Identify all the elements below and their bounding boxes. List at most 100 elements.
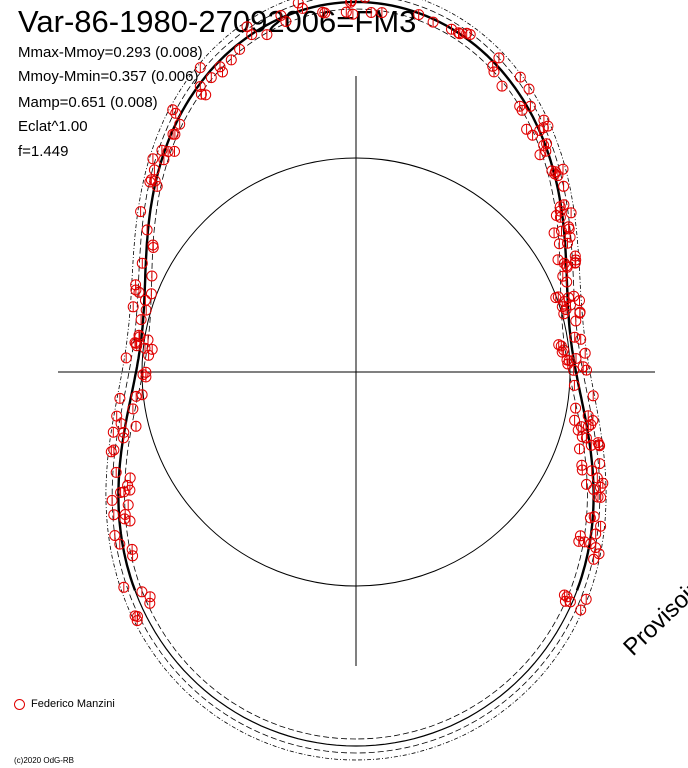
observation-point — [561, 591, 573, 603]
observation-point — [147, 153, 159, 165]
observation-point — [130, 279, 142, 291]
observation-point — [145, 288, 157, 300]
observation-point — [574, 295, 585, 307]
observation-point — [493, 52, 505, 64]
observation-point — [563, 223, 575, 235]
observation-point — [540, 145, 552, 157]
observation-point — [579, 536, 591, 548]
observation-point — [570, 254, 582, 266]
legend-marker-circle-icon — [14, 698, 25, 710]
observation-point — [108, 509, 120, 521]
observation-point — [124, 472, 136, 484]
observation-point — [292, 0, 304, 9]
observation-point — [169, 145, 180, 157]
observation-point — [135, 314, 147, 326]
observation-point — [340, 6, 352, 18]
observation-point — [124, 515, 136, 527]
observation-point — [347, 8, 359, 20]
stat-eclat: Eclat^1.00 — [18, 118, 88, 135]
observation-point — [488, 66, 500, 78]
observation-point — [105, 446, 117, 458]
observation-point — [527, 129, 539, 141]
observation-point — [132, 611, 143, 622]
observation-point — [563, 355, 575, 367]
observation-point — [514, 71, 526, 83]
observation-point — [345, 0, 357, 8]
observation-point — [548, 227, 560, 239]
observation-point — [570, 402, 582, 414]
observation-point — [554, 211, 566, 223]
legend-label: Federico Manzini — [31, 698, 115, 710]
stat-mmoy-mmin: Mmoy-Mmin=0.357 (0.006) — [18, 68, 199, 85]
observation-point — [234, 43, 246, 55]
observation-point — [114, 538, 126, 550]
observation-point — [140, 366, 152, 378]
observation-point — [588, 484, 600, 495]
observation-point — [524, 100, 536, 112]
observation-point — [136, 389, 148, 401]
observation-point — [576, 459, 588, 471]
observation-point — [569, 331, 581, 343]
observation-point — [538, 139, 550, 151]
observation-point — [569, 414, 581, 426]
observation-point — [568, 364, 580, 376]
observation-point — [587, 390, 599, 402]
observation-point — [553, 339, 565, 351]
observation-point — [115, 418, 127, 430]
observation-point — [584, 512, 596, 524]
observation-point — [565, 207, 577, 219]
observation-point — [594, 458, 606, 470]
observation-point — [557, 270, 569, 282]
observation-point — [558, 180, 570, 192]
observation-point — [453, 27, 464, 39]
observation-point — [118, 581, 130, 593]
observation-point — [572, 424, 584, 436]
observation-point — [225, 54, 237, 66]
observation-point — [585, 439, 597, 451]
observation-point — [142, 334, 154, 346]
observation-point — [241, 21, 253, 33]
observation-point — [109, 530, 121, 541]
observation-point — [136, 586, 148, 598]
observation-point — [523, 83, 535, 95]
observation-point — [107, 426, 119, 438]
observation-point — [122, 499, 134, 511]
observation-point — [413, 9, 425, 21]
observation-point — [114, 392, 126, 404]
observation-point — [464, 29, 476, 40]
observation-point — [106, 494, 118, 506]
observation-point — [127, 403, 139, 415]
observation-point — [534, 149, 546, 161]
observation-point — [194, 81, 206, 92]
observation-point — [581, 478, 592, 490]
observation-point — [194, 62, 206, 74]
copyright: (c)2020 OdG-RB — [14, 756, 75, 765]
observation-point — [561, 260, 573, 272]
observation-point — [496, 80, 508, 92]
observation-point — [246, 29, 258, 41]
observation-point — [127, 550, 139, 562]
observation-point — [568, 379, 580, 391]
observation-point — [148, 164, 160, 176]
observation-point — [552, 254, 564, 266]
observation-point — [137, 369, 149, 381]
axes — [58, 76, 655, 666]
observation-point — [558, 589, 570, 601]
observation-point — [133, 329, 145, 341]
observation-point — [592, 437, 604, 449]
observation-point — [575, 604, 587, 616]
observation-point — [487, 60, 499, 72]
observation-point — [575, 333, 587, 345]
observation-point — [593, 548, 605, 560]
observation-point — [130, 420, 142, 432]
observation-point — [562, 237, 573, 249]
observation-point — [585, 538, 597, 550]
observation-point — [590, 528, 602, 540]
observation-points — [105, 0, 609, 627]
observation-point — [570, 353, 582, 364]
observation-point — [146, 270, 158, 282]
observation-point — [558, 257, 570, 269]
observation-point — [280, 16, 292, 27]
observation-point — [200, 89, 212, 101]
